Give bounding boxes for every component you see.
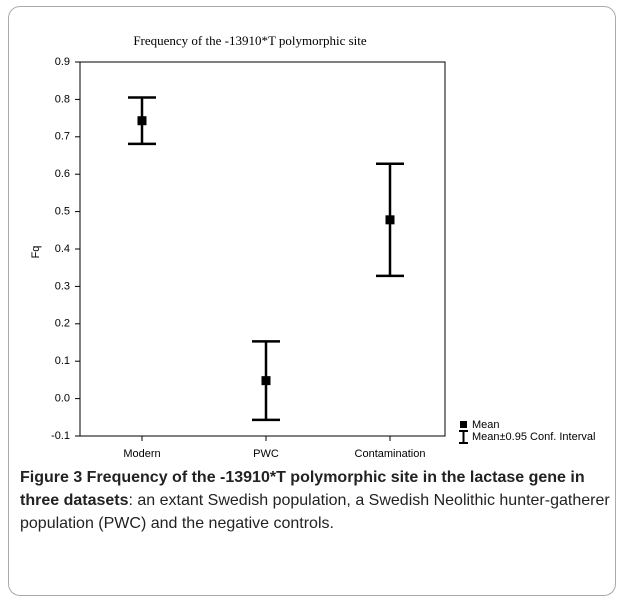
- y-tick-label: 0.2: [55, 318, 70, 330]
- mean-marker: [385, 215, 395, 225]
- chart-title: Frequency of the -13910*T polymorphic si…: [133, 33, 367, 48]
- x-tick-label: Modern: [123, 448, 160, 460]
- figure-frame: [8, 6, 616, 596]
- legend-label: Mean±0.95 Conf. Interval: [472, 431, 595, 443]
- y-axis-label: Fq: [30, 246, 42, 259]
- y-tick-label: 0.1: [55, 355, 70, 367]
- y-tick-label: 0.3: [55, 280, 70, 292]
- chart: Frequency of the -13910*T polymorphic si…: [30, 33, 596, 460]
- legend-ci-symbol: [459, 430, 468, 444]
- y-tick-label: 0.9: [55, 56, 70, 68]
- y-tick-label: -0.1: [51, 430, 70, 442]
- y-tick-label: 0.7: [55, 131, 70, 143]
- x-tick-label: PWC: [253, 448, 279, 460]
- x-tick-label: Contamination: [355, 448, 426, 460]
- y-tick-label: 0.0: [55, 393, 70, 405]
- y-tick-label: 0.6: [55, 168, 70, 180]
- y-tick-label: 0.4: [55, 243, 70, 255]
- mean-marker: [137, 116, 147, 126]
- legend-label: Mean: [472, 419, 500, 431]
- mean-marker: [261, 376, 271, 386]
- caption-text: : an extant Swedish population, a Swedis…: [20, 492, 610, 532]
- y-tick-label: 0.8: [55, 93, 70, 105]
- caption-title: Figure 3 Frequency of the -13910*T polym…: [20, 469, 585, 509]
- y-tick-label: 0.5: [55, 206, 70, 218]
- legend-mean-symbol: [460, 421, 467, 428]
- caption: Figure 3 Frequency of the -13910*T polym…: [20, 466, 610, 535]
